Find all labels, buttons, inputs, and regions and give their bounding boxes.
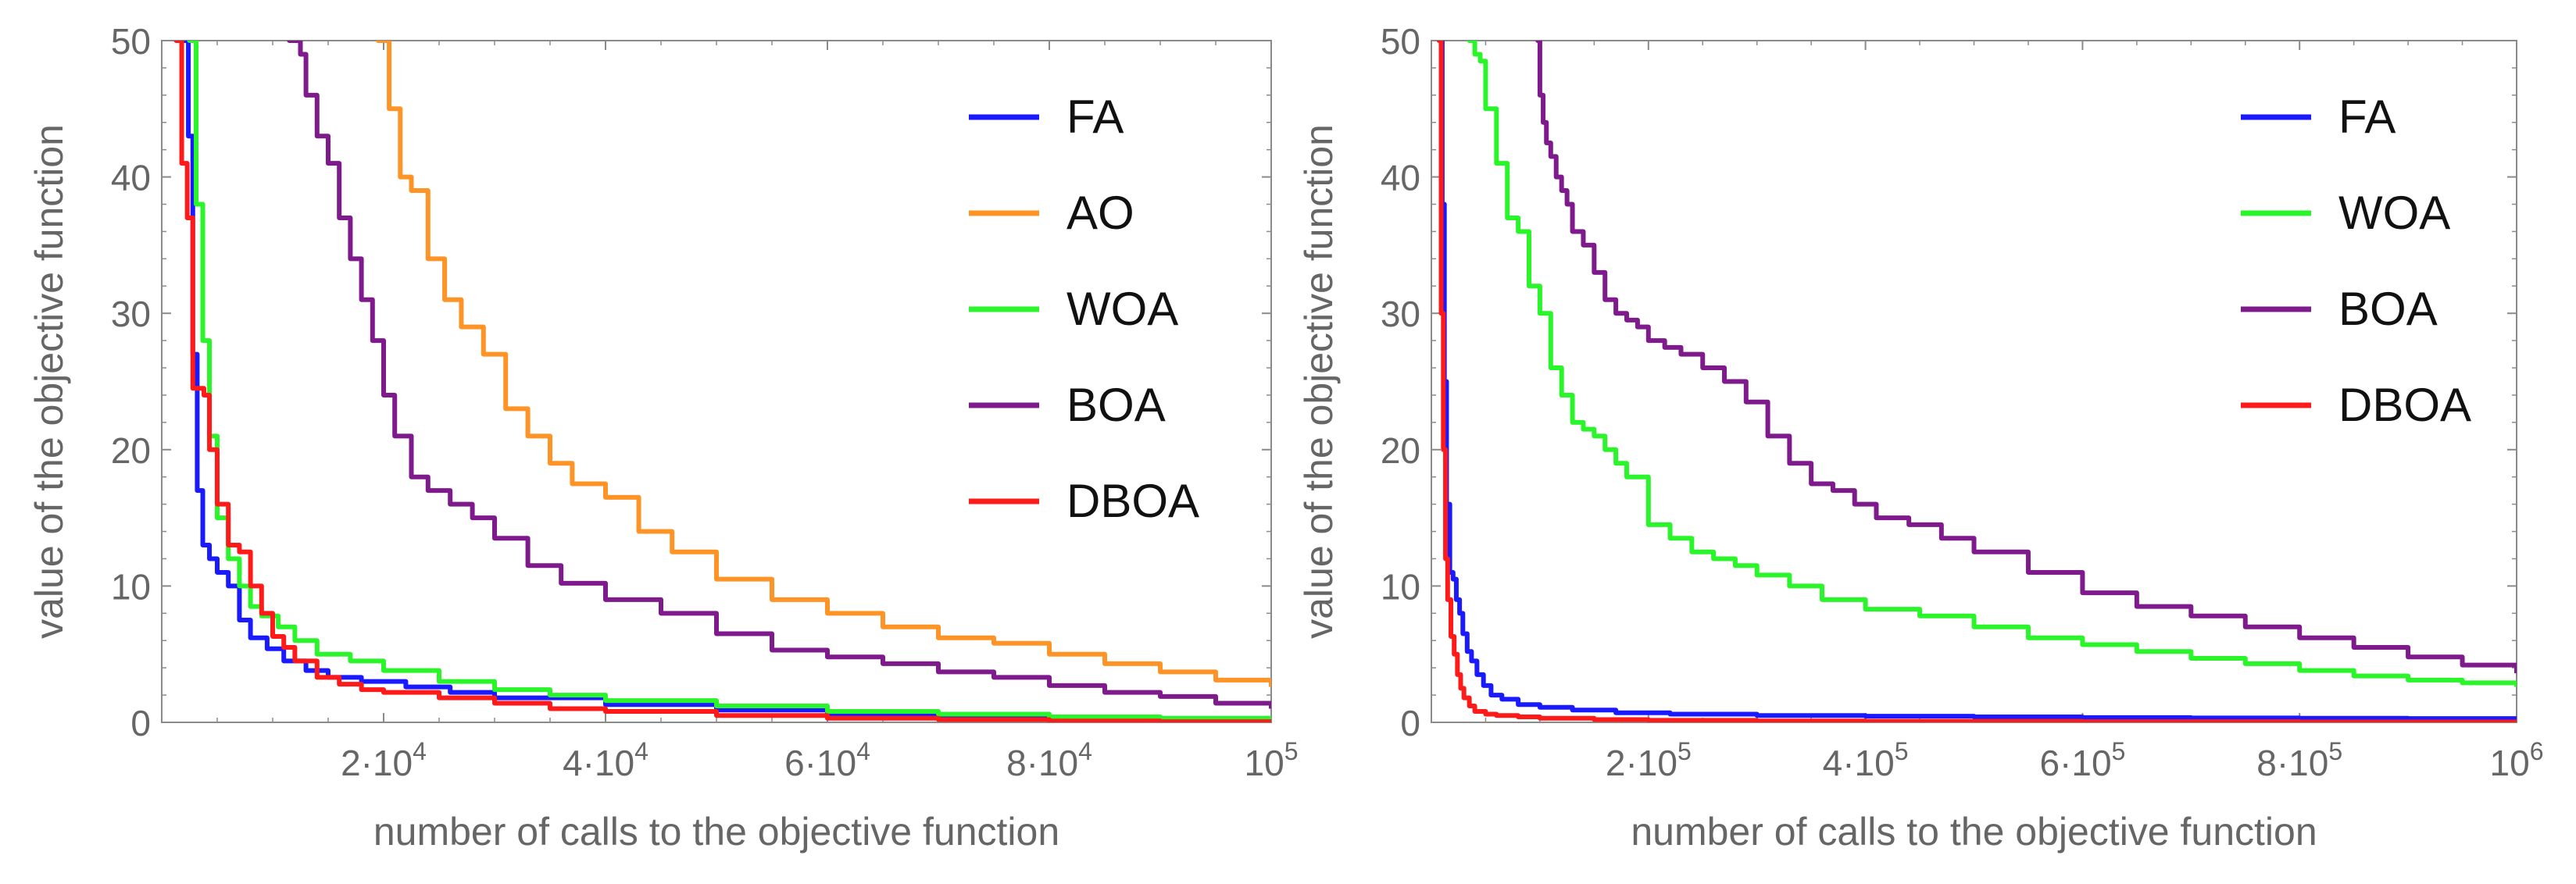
x-tick-exponent: 4 [1078, 737, 1092, 765]
x-axis-label: number of calls to the objective functio… [373, 810, 1059, 854]
x-tick-mantissa: 6·10 [2039, 743, 2111, 783]
x-tick-label: 106 [2490, 737, 2544, 783]
series-line-ao [375, 41, 1271, 687]
y-tick-label: 40 [1381, 158, 1420, 198]
series-line-fa [1438, 41, 2517, 722]
x-tick-mantissa: 8·10 [2256, 743, 2328, 783]
series-line-boa [287, 41, 1271, 709]
y-tick-label: 40 [111, 158, 151, 198]
legend: FA WOA BOA DBOA [2241, 91, 2471, 431]
legend-label-fa: FA [1066, 91, 1124, 143]
x-tick-exponent: 5 [1284, 737, 1299, 765]
x-tick-label: 8·105 [2256, 737, 2342, 783]
legend: FA AO WOA BOA DBOA [969, 91, 1199, 527]
x-tick-mantissa: 2·10 [1606, 743, 1677, 783]
legend-label-ao: AO [1066, 187, 1134, 239]
x-tick-label: 8·104 [1006, 737, 1092, 783]
x-tick-exponent: 4 [413, 737, 427, 765]
y-tick-label: 20 [111, 430, 151, 471]
x-tick-mantissa: 2·10 [341, 743, 413, 783]
x-tick-label: 4·104 [563, 737, 648, 783]
x-tick-exponent: 4 [634, 737, 648, 765]
x-tick-label: 2·104 [341, 737, 427, 783]
legend-label-boa: BOA [1066, 379, 1166, 431]
legend-label-woa: WOA [1066, 283, 1178, 335]
x-tick-exponent: 5 [2328, 737, 2342, 765]
series-group [173, 41, 1271, 722]
x-tick-mantissa: 10 [1245, 743, 1284, 783]
x-tick-label: 6·104 [784, 737, 870, 783]
y-tick-label: 20 [1381, 430, 1420, 471]
x-tick-label: 4·105 [1823, 737, 1909, 783]
y-axis-label: value of the objective function [27, 124, 71, 639]
y-tick-label: 30 [111, 294, 151, 334]
y-tick-label: 30 [1381, 294, 1420, 334]
x-tick-exponent: 5 [2112, 737, 2126, 765]
legend-label-dboa: DBOA [1066, 475, 1199, 527]
legend-label-woa: WOA [2338, 187, 2450, 239]
y-axis-label: value of the objective function [1297, 124, 1341, 639]
x-tick-mantissa: 6·10 [784, 743, 856, 783]
y-tick-label: 50 [111, 21, 151, 62]
x-tick-label: 105 [1245, 737, 1299, 783]
series-line-dboa [1436, 41, 2517, 722]
x-tick-exponent: 6 [2530, 737, 2544, 765]
x-tick-label: 6·105 [2039, 737, 2125, 783]
series-line-woa [187, 41, 1271, 721]
y-tick-label: 0 [1400, 703, 1420, 743]
x-tick-label: 2·105 [1606, 737, 1692, 783]
series-line-dboa [173, 41, 1271, 722]
legend-label-dboa: DBOA [2338, 379, 2471, 431]
x-tick-mantissa: 10 [2490, 743, 2530, 783]
x-tick-exponent: 5 [1677, 737, 1692, 765]
x-tick-mantissa: 8·10 [1006, 743, 1078, 783]
x-axis-label: number of calls to the objective functio… [1631, 810, 2317, 854]
y-tick-label: 10 [1381, 566, 1420, 607]
x-tick-exponent: 5 [1895, 737, 1909, 765]
series-group [1436, 41, 2517, 722]
legend-label-boa: BOA [2338, 283, 2438, 335]
series-line-boa [1535, 41, 2517, 674]
y-tick-label: 0 [130, 703, 151, 743]
y-tick-label: 50 [1381, 21, 1420, 62]
series-line-woa [1467, 41, 2517, 687]
x-tick-mantissa: 4·10 [1823, 743, 1895, 783]
y-tick-label: 10 [111, 566, 151, 607]
legend-label-fa: FA [2338, 91, 2396, 143]
x-tick-exponent: 4 [856, 737, 870, 765]
x-tick-mantissa: 4·10 [563, 743, 634, 783]
